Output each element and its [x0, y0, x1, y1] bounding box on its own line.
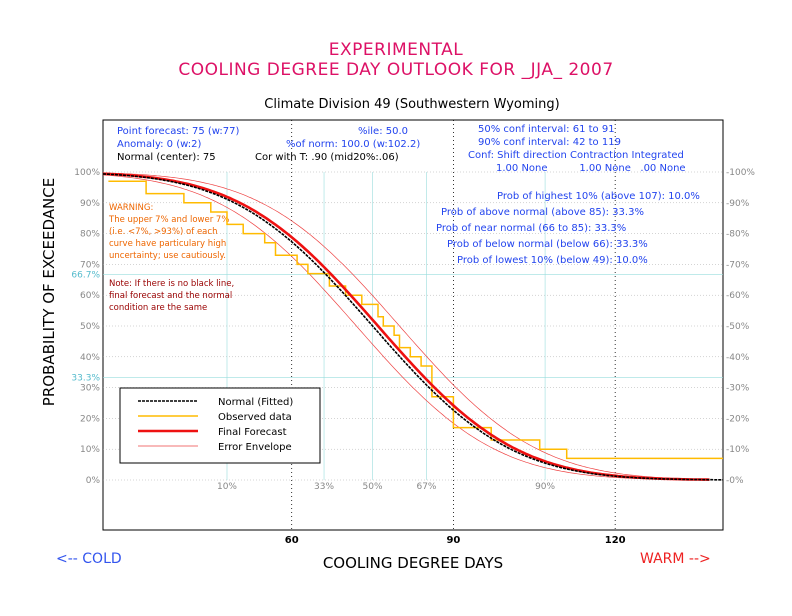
- legend-label: Final Forecast: [218, 427, 287, 438]
- warning-line: curve have particulary high: [109, 239, 226, 249]
- y-axis-label: PROBABILITY OF EXCEEDANCE: [40, 178, 58, 406]
- conf-header: Conf: Shift direction Contraction Integr…: [468, 150, 684, 161]
- percent-of-norm: %of norm: 100.0 (w:102.2): [286, 139, 420, 150]
- point-forecast: Point forecast: 75 (w:77): [117, 126, 240, 137]
- y-tick-label-left: 100%: [74, 168, 100, 178]
- observed-data-line: [108, 180, 723, 460]
- note-line: condition are the same: [109, 303, 207, 313]
- probability-line: Prob of lowest 10% (below 49): 10.0%: [457, 255, 648, 266]
- y-tick-label-left: 30%: [80, 384, 100, 394]
- y-tick-label-left: 70%: [80, 260, 100, 270]
- y-tick-label-left: 80%: [80, 230, 100, 240]
- normal-fitted-line: [102, 173, 723, 481]
- x-axis-marks: 60 90 120: [285, 120, 626, 546]
- hline-labels: 66.7% 33.3%: [71, 271, 723, 383]
- probability-line: Prob of highest 10% (above 107): 10.0%: [497, 191, 700, 202]
- percentile-label: 50%: [363, 482, 383, 492]
- probability-line: Prob of above normal (above 85): 33.3%: [441, 207, 644, 218]
- y-tick-label-left: 0%: [86, 476, 101, 486]
- warning-line: uncertainty; use cautiously.: [109, 251, 226, 261]
- y-tick-label-right: -40%: [726, 353, 750, 363]
- y-tick-label-right: -60%: [726, 291, 750, 301]
- conf-50: 50% conf interval: 61 to 91: [478, 124, 615, 135]
- probability-line: Prob of below normal (below 66): 33.3%: [447, 239, 648, 250]
- hline-label: 66.7%: [71, 271, 100, 281]
- x-tick-label: 90: [446, 535, 460, 546]
- percentile-label: 10%: [217, 482, 237, 492]
- percentile-label: 67%: [416, 482, 436, 492]
- percentile-info: %ile: 50.0: [358, 126, 408, 137]
- warm-label: WARM -->: [640, 551, 711, 567]
- y-tick-label-right: -70%: [726, 260, 750, 270]
- y-tick-labels: 0% -0% 10% -10% 20% -20% 30% -30% 40% -40% 50% -50%…: [74, 168, 755, 486]
- warning-line: WARNING:: [109, 203, 153, 213]
- y-tick-label-right: -80%: [726, 230, 750, 240]
- warning-line: The upper 7% and lower 7%: [108, 215, 229, 225]
- cold-label: <-- COLD: [56, 551, 122, 567]
- legend-label: Error Envelope: [218, 442, 292, 453]
- y-tick-label-right: -10%: [726, 445, 750, 455]
- y-tick-label-right: -20%: [726, 414, 750, 424]
- y-tick-label-right: -90%: [726, 199, 750, 209]
- y-tick-label-right: -0%: [726, 476, 744, 486]
- y-tick-label-left: 60%: [80, 291, 100, 301]
- correlation-info: Cor with T: .90 (mid20%:.06): [255, 152, 399, 163]
- percentile-label: 33%: [314, 482, 334, 492]
- title-line-2: COOLING DEGREE DAY OUTLOOK FOR _JJA_ 200…: [178, 60, 613, 80]
- title-line-1: EXPERIMENTAL: [329, 40, 464, 60]
- y-tick-label-right: -50%: [726, 322, 750, 332]
- legend-label: Observed data: [218, 412, 292, 423]
- probability-line: Prob of near normal (66 to 85): 33.3%: [436, 223, 626, 234]
- legend: Normal (Fitted) Observed data Final Foreca…: [138, 397, 293, 453]
- y-tick-label-left: 40%: [80, 353, 100, 363]
- y-tick-label-left: 20%: [80, 414, 100, 424]
- x-tick-label: 120: [605, 535, 626, 546]
- x-axis-label: COOLING DEGREE DAYS: [323, 554, 503, 572]
- legend-label: Normal (Fitted): [218, 397, 293, 408]
- y-tick-label-right: -100%: [726, 168, 755, 178]
- anomaly: Anomaly: 0 (w:2): [117, 139, 201, 150]
- error-envelope-line: [102, 174, 710, 481]
- note-line: final forecast and the normal: [109, 291, 232, 301]
- conf-values: 1.00 None 1.00 None .00 None: [496, 163, 686, 174]
- y-tick-label-left: 10%: [80, 445, 100, 455]
- subtitle: Climate Division 49 (Southwestern Wyomin…: [264, 97, 559, 112]
- y-tick-label-left: 90%: [80, 199, 100, 209]
- error-envelope-line: [102, 172, 710, 480]
- curves-layer: [102, 172, 723, 481]
- y-tick-label-left: 50%: [80, 322, 100, 332]
- hline-label: 33.3%: [71, 373, 100, 383]
- plot-area: [102, 119, 724, 531]
- probability-list: Prob of highest 10% (above 107): 10.0% Pr…: [436, 191, 700, 266]
- note-text: Note: If there is no black line, final fo…: [109, 279, 234, 313]
- y-tick-label-right: -30%: [726, 384, 750, 394]
- normal-center: Normal (center): 75: [117, 152, 216, 163]
- warning-line: (i.e. <7%, >93%) of each: [109, 227, 217, 237]
- legend-box: [119, 387, 321, 464]
- warning-text: WARNING: The upper 7% and lower 7% (i.e. <…: [108, 203, 229, 261]
- note-line: Note: If there is no black line,: [109, 279, 234, 289]
- x-tick-label: 60: [285, 535, 299, 546]
- conf-90: 90% conf interval: 42 to 119: [478, 137, 621, 148]
- percentile-label: 90%: [535, 482, 555, 492]
